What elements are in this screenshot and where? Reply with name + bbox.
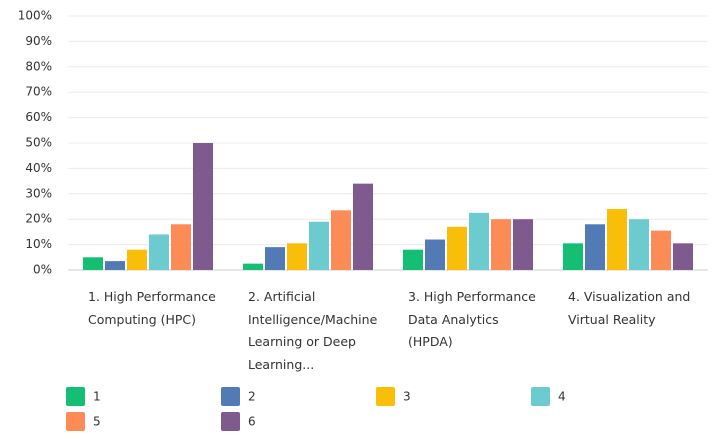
y-tick-label: 60% <box>25 110 52 124</box>
bar <box>403 249 423 270</box>
y-tick-label: 30% <box>25 186 52 200</box>
bar <box>607 209 627 270</box>
y-tick-label: 0% <box>33 263 52 277</box>
bar <box>629 219 649 270</box>
x-tick-label: 3. High Performance Data Analytics (HPDA… <box>408 289 536 349</box>
bar <box>585 224 605 270</box>
bar <box>149 234 169 270</box>
legend-swatch <box>66 412 85 431</box>
legend-swatch <box>66 387 85 406</box>
bar <box>673 243 693 270</box>
bar <box>83 257 103 270</box>
bar <box>243 263 263 270</box>
bar <box>651 230 671 270</box>
legend-label: 5 <box>93 415 101 429</box>
x-tick-label: 1. High Performance Computing (HPC) <box>88 289 216 327</box>
bar <box>353 183 373 270</box>
bar <box>331 210 351 270</box>
y-tick-label: 10% <box>25 237 52 251</box>
bar <box>105 261 125 270</box>
x-tick-label: 4. Visualization and Virtual Reality <box>568 289 691 327</box>
y-tick-label: 100% <box>18 9 52 23</box>
legend-label: 4 <box>558 390 566 404</box>
bar <box>309 221 329 270</box>
legend-swatch <box>531 387 550 406</box>
bar <box>563 243 583 270</box>
y-tick-label: 90% <box>25 34 52 48</box>
y-tick-label: 50% <box>25 136 52 150</box>
bar <box>425 239 445 270</box>
y-tick-label: 40% <box>25 161 52 175</box>
bar <box>265 247 285 270</box>
y-tick-label: 20% <box>25 212 52 226</box>
x-tick-label: 2. Artificial Intelligence/Machine Learn… <box>248 289 378 372</box>
legend-label: 1 <box>93 390 101 404</box>
legend-swatch <box>376 387 395 406</box>
legend-swatch <box>221 387 240 406</box>
bar <box>127 249 147 270</box>
legend-swatch <box>221 412 240 431</box>
bar <box>171 224 191 270</box>
bar <box>287 243 307 270</box>
bar <box>491 219 511 270</box>
legend-label: 6 <box>248 415 256 429</box>
legend-label: 3 <box>403 390 411 404</box>
bar <box>513 219 533 270</box>
bar <box>447 226 467 270</box>
bar <box>193 143 213 270</box>
y-tick-label: 70% <box>25 85 52 99</box>
legend-label: 2 <box>248 390 256 404</box>
bar <box>469 212 489 270</box>
y-tick-label: 80% <box>25 59 52 73</box>
